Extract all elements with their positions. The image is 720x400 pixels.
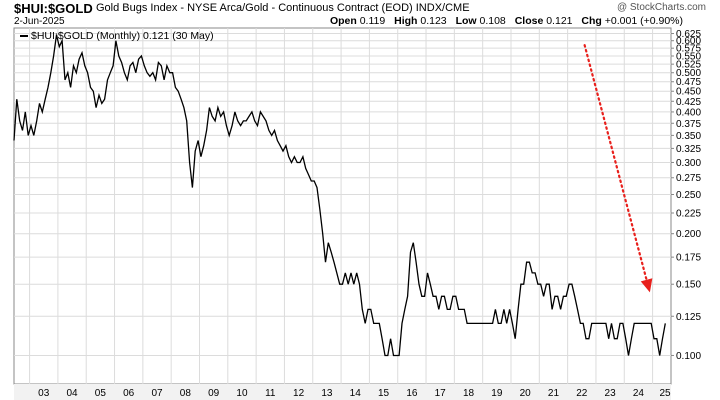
- symbol-description: Gold Bugs Index - NYSE Arca/Gold - Conti…: [96, 2, 470, 14]
- x-tick-label: 10: [236, 388, 248, 399]
- y-tick-label: 0.300: [676, 158, 701, 169]
- y-tick-label: 0.500: [676, 68, 701, 79]
- x-tick-label: 13: [321, 388, 333, 399]
- low-value: 0.108: [479, 15, 506, 27]
- symbol-label: $HUI:$GOLD: [14, 1, 93, 16]
- y-tick-label: 0.325: [676, 144, 701, 155]
- y-tick-label: 0.175: [676, 253, 701, 264]
- x-tick-label: 23: [605, 388, 617, 399]
- x-axis-tick-labels: 03 04 05 06 07 08 09 10 11 12 13 14 15 16 17 18 19 20 21 22…: [38, 388, 671, 399]
- chart-header: $HUI:$GOLD Gold Bugs Index - NYSE Arca/G…: [0, 0, 720, 28]
- y-tick-label: 0.275: [676, 173, 701, 184]
- y-tick-label: 0.150: [676, 280, 701, 291]
- chg-label: Chg: [581, 15, 602, 27]
- ohlc-readout: Open 0.119 High 0.123 Low 0.108 Close 0.…: [330, 15, 683, 27]
- x-tick-label: 03: [38, 388, 50, 399]
- x-tick-label: 04: [66, 388, 78, 399]
- y-tick-label: 0.625: [676, 29, 701, 40]
- x-tick-label: 20: [520, 388, 532, 399]
- x-tick-label: 16: [406, 388, 418, 399]
- brand-watermark[interactable]: @ StockCharts.com: [616, 2, 706, 13]
- y-tick-label: 0.350: [676, 131, 701, 142]
- y-tick-label: 0.200: [676, 229, 701, 240]
- close-label: Close: [514, 15, 544, 27]
- y-axis-labels: 0.100 0.125 0.150 0.175 0.200 0.225 0.250 0.275…: [671, 29, 701, 362]
- x-tick-label: 08: [180, 388, 192, 399]
- legend-text: $HUI:$GOLD (Monthly) 0.121 (30 May): [31, 30, 214, 42]
- x-tick-label: 15: [378, 388, 390, 399]
- y-tick-label: 0.550: [676, 51, 701, 62]
- y-tick-label: 0.450: [676, 87, 701, 98]
- x-tick-label: 07: [151, 388, 163, 399]
- series-legend: $HUI:$GOLD (Monthly) 0.121 (30 May): [20, 30, 214, 42]
- x-tick-label: 11: [265, 388, 276, 399]
- x-tick-label: 19: [491, 388, 503, 399]
- y-tick-label: 0.125: [676, 312, 701, 323]
- y-tick-label: 0.250: [676, 190, 701, 201]
- high-value: 0.123: [420, 15, 447, 27]
- trend-arrow-head: [640, 278, 653, 293]
- chg-value: +0.001 (+0.90%): [604, 15, 683, 27]
- x-tick-label: 17: [435, 388, 447, 399]
- y-tick-label: 0.525: [676, 60, 701, 71]
- low-label: Low: [455, 15, 477, 27]
- trend-arrow-shaft: [583, 44, 650, 288]
- x-tick-label: 09: [208, 388, 220, 399]
- legend-swatch: [20, 35, 28, 38]
- plot-area: [13, 27, 672, 385]
- series-line: [13, 34, 666, 357]
- y-tick-label: 0.475: [676, 77, 701, 88]
- y-tick-label: 0.400: [676, 107, 701, 118]
- x-tick-label: 06: [123, 388, 135, 399]
- high-label: High: [394, 15, 418, 27]
- x-tick-label: 18: [463, 388, 475, 399]
- open-value: 0.119: [359, 15, 386, 27]
- y-tick-label: 0.575: [676, 44, 701, 55]
- close-value: 0.121: [546, 15, 573, 27]
- y-tick-label: 0.100: [676, 351, 701, 362]
- horizontal-gridlines: [14, 33, 671, 356]
- open-label: Open: [329, 15, 357, 27]
- x-tick-label: 24: [633, 388, 645, 399]
- x-tick-label: 25: [659, 388, 671, 399]
- x-axis-band: [14, 384, 671, 400]
- x-tick-label: 05: [95, 388, 107, 399]
- y-tick-label: 0.375: [676, 119, 701, 130]
- vertical-gridlines: [29, 28, 654, 384]
- trend-arrow: [583, 44, 653, 293]
- y-tick-label: 0.425: [676, 97, 701, 108]
- x-tick-label: 21: [548, 388, 560, 399]
- x-tick-label: 22: [576, 388, 588, 399]
- x-tick-label: 14: [350, 388, 362, 399]
- x-tick-label: 12: [293, 388, 305, 399]
- date-label: 2-Jun-2025: [14, 16, 65, 27]
- y-tick-label: 0.225: [676, 209, 701, 220]
- y-tick-label: 0.600: [676, 36, 701, 47]
